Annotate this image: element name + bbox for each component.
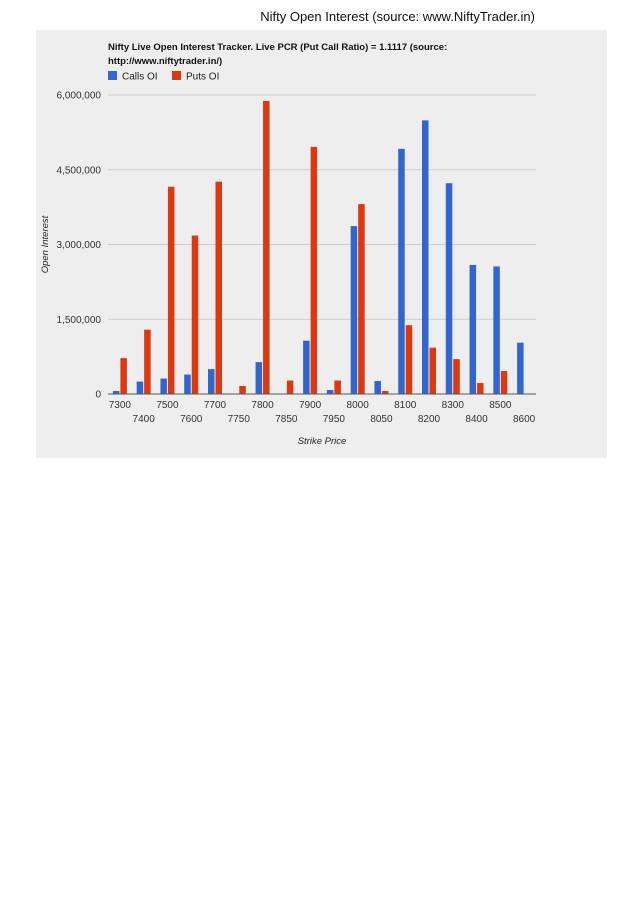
x-tick-label: 7750 (228, 414, 251, 425)
x-tick-label: 8200 (418, 414, 441, 425)
calls-oi-bar (160, 378, 167, 394)
page-header: Nifty Open Interest (source: www.NiftyTr… (260, 9, 535, 24)
calls-oi-bar (208, 369, 215, 394)
calls-oi-bar (350, 226, 358, 394)
chart-title-line1: Nifty Live Open Interest Tracker. Live P… (108, 42, 447, 53)
legend-label-calls: Calls OI (122, 72, 158, 83)
calls-oi-bar (445, 183, 453, 394)
legend: Calls OI Puts OI (108, 71, 219, 83)
x-tick-label: 8000 (347, 400, 370, 411)
x-tick-label: 7800 (251, 400, 274, 411)
x-tick-label: 7950 (323, 414, 346, 425)
x-tick-label: 7400 (133, 414, 156, 425)
puts-oi-bar (191, 235, 199, 394)
x-tick-label: 8050 (370, 414, 393, 425)
x-tick-label: 7300 (109, 400, 132, 411)
puts-oi-bar (477, 383, 484, 394)
x-tick-label: 7900 (299, 400, 322, 411)
calls-oi-bar (374, 381, 381, 394)
x-tick-label: 8400 (465, 414, 488, 425)
puts-oi-bar (286, 380, 294, 394)
y-tick-label: 0 (95, 390, 101, 401)
calls-oi-bar (303, 340, 310, 394)
puts-oi-bar (120, 358, 127, 394)
x-axis-ticks: 7300740075007600770077507800785079007950… (109, 400, 536, 425)
x-tick-label: 7500 (156, 400, 179, 411)
calls-oi-bar (136, 381, 144, 394)
puts-oi-bar (500, 371, 508, 394)
puts-oi-bar (167, 186, 175, 394)
x-tick-label: 8100 (394, 400, 417, 411)
calls-oi-bar (517, 342, 524, 394)
puts-oi-bar (453, 359, 460, 394)
y-axis-ticks: 0 1,500,000 3,000,000 4,500,000 6,000,000 (57, 91, 102, 401)
y-tick-label: 6,000,000 (57, 91, 102, 102)
x-tick-label: 7850 (275, 414, 298, 425)
calls-oi-bar (398, 148, 405, 394)
bar-chart: Nifty Live Open Interest Tracker. Live P… (40, 42, 536, 447)
puts-oi-bar (429, 347, 436, 394)
x-tick-label: 8600 (513, 414, 536, 425)
legend-swatch-puts (172, 71, 181, 80)
calls-oi-bar (112, 391, 120, 394)
puts-oi-bar (144, 329, 151, 394)
puts-oi-bar (358, 204, 365, 394)
x-tick-label: 7700 (204, 400, 227, 411)
bars (112, 100, 524, 394)
x-tick-label: 7600 (180, 414, 203, 425)
x-tick-label: 8300 (442, 400, 465, 411)
gridlines (108, 94, 536, 320)
calls-oi-bar (493, 266, 500, 394)
puts-oi-bar (334, 380, 341, 394)
x-tick-label: 8500 (489, 400, 512, 411)
puts-oi-bar (239, 386, 246, 394)
y-axis-title: Open Interest (40, 215, 51, 273)
calls-oi-bar (255, 362, 263, 394)
puts-oi-bar (381, 391, 389, 394)
puts-oi-bar (405, 325, 413, 394)
calls-oi-bar (326, 390, 334, 394)
y-tick-label: 3,000,000 (57, 240, 102, 251)
puts-oi-bar (310, 146, 318, 394)
x-axis-title: Strike Price (298, 436, 347, 447)
y-tick-label: 4,500,000 (57, 165, 102, 176)
puts-oi-bar (263, 100, 270, 394)
puts-oi-bar (215, 181, 222, 394)
calls-oi-bar (184, 374, 191, 394)
chart-title-line2: http://www.niftytrader.in/) (108, 56, 222, 67)
legend-label-puts: Puts OI (186, 72, 219, 83)
y-tick-label: 1,500,000 (57, 315, 102, 326)
legend-swatch-calls (108, 71, 117, 80)
chart-panel: Nifty Live Open Interest Tracker. Live P… (36, 30, 607, 458)
calls-oi-bar (469, 264, 477, 394)
calls-oi-bar (422, 120, 429, 394)
